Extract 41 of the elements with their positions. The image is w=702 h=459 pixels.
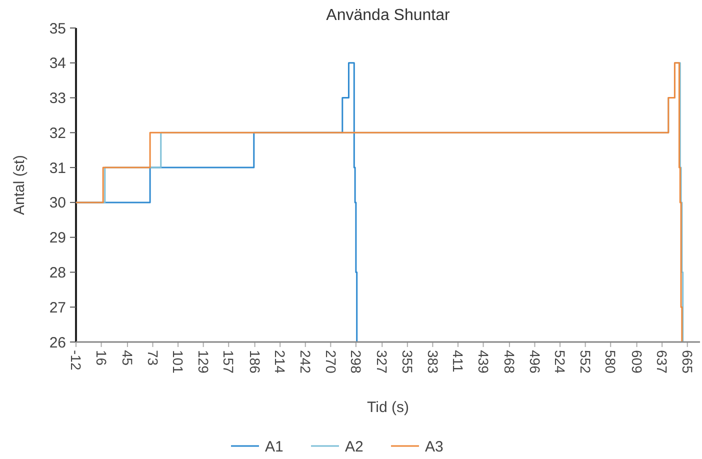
x-axis-title: Tid (s): [367, 399, 409, 416]
x-tick-label: 496: [526, 350, 543, 374]
y-tick-label: 26: [49, 334, 66, 352]
y-tick-label: 33: [49, 90, 66, 108]
x-tick-label: -12: [68, 350, 84, 370]
x-tick-label: 101: [170, 350, 186, 374]
x-tick-label: 73: [144, 350, 161, 366]
x-tick-label: 129: [195, 350, 212, 374]
legend-label: A3: [425, 438, 444, 456]
x-tick-label: 16: [93, 350, 110, 366]
x-tick-label: 665: [679, 350, 696, 374]
y-tick-label: 32: [49, 124, 66, 142]
x-tick-label: 580: [602, 350, 619, 374]
x-tick-label: 242: [297, 350, 314, 374]
x-tick-label: 45: [120, 350, 136, 366]
y-tick-label: 35: [49, 20, 66, 38]
x-tick-label: 411: [450, 350, 466, 373]
y-tick-label: 34: [49, 55, 66, 72]
x-tick-label: 609: [628, 350, 645, 374]
y-tick-label: 31: [49, 160, 66, 177]
y-tick-label: 27: [49, 299, 66, 316]
y-tick-label: 30: [49, 194, 66, 212]
x-tick-label: 270: [322, 350, 339, 374]
chart-title: Använda Shuntar: [326, 7, 450, 24]
x-tick-label: 524: [552, 350, 568, 374]
x-tick-label: 214: [272, 350, 288, 374]
x-tick-label: 298: [348, 350, 364, 374]
x-tick-label: 186: [246, 350, 263, 374]
x-tick-label: 439: [475, 350, 492, 374]
x-tick-label: 355: [400, 350, 416, 374]
x-tick-label: 383: [424, 350, 441, 374]
x-tick-label: 552: [577, 350, 594, 374]
y-axis-title: Antal (st): [11, 154, 28, 216]
y-tick-label: 28: [49, 264, 66, 282]
x-tick-label: 327: [374, 350, 390, 374]
x-tick-label: 637: [654, 350, 670, 374]
legend-label: A2: [345, 438, 364, 456]
legend-label: A1: [265, 438, 284, 456]
x-tick-label: 468: [502, 350, 518, 374]
x-tick-label: 157: [220, 350, 237, 374]
y-tick-label: 29: [49, 230, 66, 247]
